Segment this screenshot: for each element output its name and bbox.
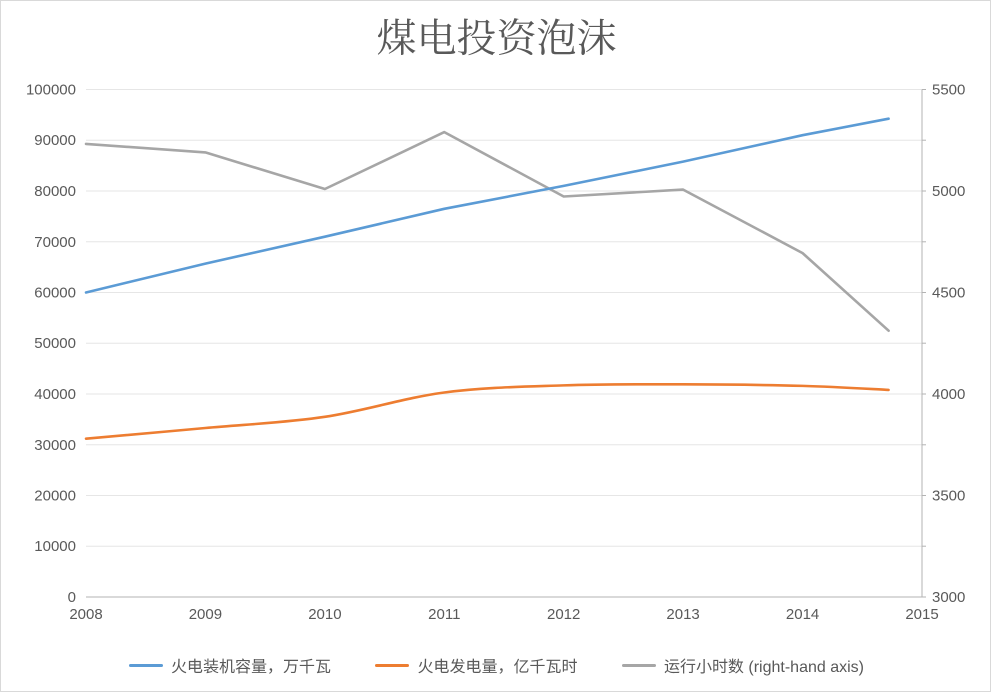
svg-text:40000: 40000 xyxy=(34,386,76,403)
svg-text:2011: 2011 xyxy=(428,606,460,623)
svg-text:2009: 2009 xyxy=(189,606,222,623)
svg-text:10000: 10000 xyxy=(34,538,76,555)
svg-text:60000: 60000 xyxy=(34,285,76,302)
svg-text:100000: 100000 xyxy=(26,82,76,99)
svg-text:2014: 2014 xyxy=(786,606,819,623)
svg-text:2013: 2013 xyxy=(666,606,699,623)
svg-text:50000: 50000 xyxy=(34,335,76,352)
svg-text:90000: 90000 xyxy=(34,132,76,149)
svg-text:2015: 2015 xyxy=(905,606,938,623)
svg-text:5000: 5000 xyxy=(932,183,965,200)
svg-text:4500: 4500 xyxy=(932,285,965,302)
svg-text:2008: 2008 xyxy=(69,606,102,623)
svg-text:30000: 30000 xyxy=(34,437,76,454)
svg-text:0: 0 xyxy=(68,589,76,606)
svg-text:70000: 70000 xyxy=(34,234,76,251)
svg-text:3500: 3500 xyxy=(932,488,965,505)
svg-text:20000: 20000 xyxy=(34,488,76,505)
svg-text:3000: 3000 xyxy=(932,589,965,606)
svg-text:80000: 80000 xyxy=(34,183,76,200)
svg-text:4000: 4000 xyxy=(932,386,965,403)
svg-text:2010: 2010 xyxy=(308,606,341,623)
svg-text:5500: 5500 xyxy=(932,82,965,99)
svg-text:2012: 2012 xyxy=(547,606,580,623)
